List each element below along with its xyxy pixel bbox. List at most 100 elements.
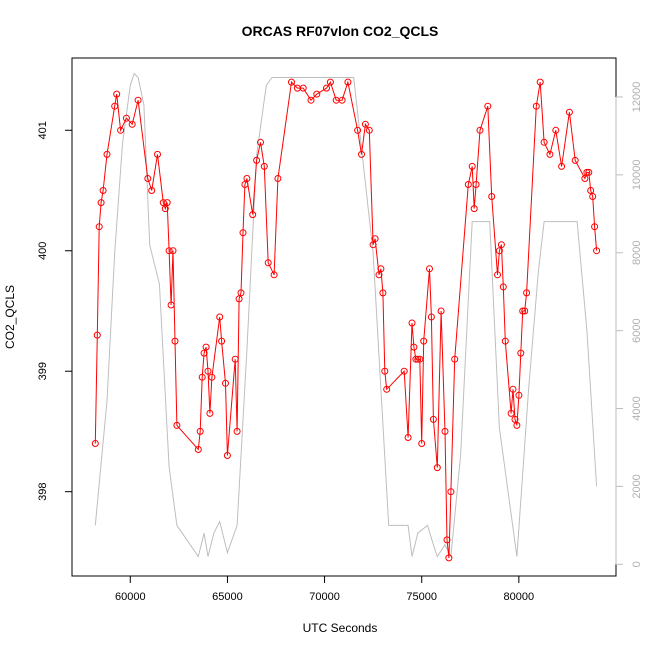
co2-point	[237, 289, 245, 297]
co2-point	[472, 181, 480, 188]
co2-point	[222, 379, 229, 387]
x-tick-label: 60000	[115, 591, 146, 603]
co2-point	[513, 421, 521, 429]
co2-point	[501, 337, 509, 345]
co2-point	[515, 391, 523, 399]
co2-point	[253, 156, 261, 164]
co2-point	[323, 84, 330, 92]
co2-point	[93, 331, 101, 339]
co2-point	[361, 120, 369, 128]
co2-point	[194, 446, 202, 453]
co2-point	[464, 181, 472, 188]
co2-point	[591, 223, 599, 231]
co2-point	[412, 355, 420, 363]
co2-point	[494, 271, 501, 279]
co2-point	[589, 193, 597, 200]
y2-tick-label: 6000	[631, 318, 643, 342]
co2-point	[95, 223, 103, 231]
co2-point	[381, 367, 389, 375]
co2-point	[326, 78, 334, 86]
co2-point	[249, 211, 257, 219]
co2-point	[198, 373, 206, 381]
x-tick-label: 65000	[212, 591, 243, 603]
co2-point	[583, 168, 591, 176]
co2-point	[169, 247, 177, 255]
co2-point	[200, 349, 208, 357]
co2-point	[571, 156, 579, 164]
co2-point	[420, 337, 428, 345]
co2-point	[517, 349, 525, 357]
co2-point	[426, 265, 433, 273]
co2-point	[274, 175, 282, 182]
co2-point	[241, 181, 249, 188]
y2-tick-label: 4000	[631, 396, 643, 420]
x-tick-label: 75000	[406, 591, 437, 603]
y-tick-label: 399	[37, 362, 49, 380]
co2-point	[375, 271, 383, 279]
co2-point	[202, 343, 210, 351]
x-tick-label: 70000	[309, 591, 340, 603]
co2-point	[519, 307, 527, 315]
co2-point	[565, 108, 573, 116]
co2-point	[307, 96, 315, 104]
co2-point	[365, 126, 373, 134]
y-axis-right: 0 2000 4000 6000 8000 10000 12000	[615, 82, 643, 567]
co2-point	[468, 162, 476, 170]
co2-point	[313, 90, 321, 98]
co2-point	[206, 409, 214, 417]
co2-point	[338, 96, 346, 104]
co2-point	[521, 307, 529, 315]
co2-point	[344, 78, 352, 86]
co2-point	[416, 355, 424, 363]
co2-point	[511, 415, 519, 423]
co2-point	[377, 265, 385, 273]
co2-point	[558, 162, 566, 170]
co2-point	[470, 205, 478, 213]
co2-point	[243, 175, 251, 182]
y-axis-left: 398 399 400 401	[37, 121, 73, 501]
co2-point	[451, 355, 459, 363]
co2-point	[196, 427, 204, 435]
co2-point	[581, 175, 589, 182]
co2-point	[379, 289, 387, 297]
co2-point	[208, 373, 216, 381]
co2-point	[546, 150, 554, 158]
co2-point	[161, 205, 169, 213]
co2-point	[171, 337, 179, 345]
co2-point	[223, 452, 231, 459]
co2-point	[408, 319, 416, 327]
co2-point	[400, 367, 408, 375]
y-tick-label: 400	[37, 242, 49, 260]
co2-point	[499, 283, 507, 291]
co2-point	[507, 409, 515, 417]
co2-point	[410, 343, 418, 351]
co2-point	[270, 271, 278, 279]
co2-point	[433, 464, 441, 472]
co2-point	[532, 102, 540, 110]
co2-point	[231, 355, 239, 363]
co2-point	[97, 199, 105, 207]
co2-point	[154, 150, 161, 158]
co2-point	[144, 175, 152, 182]
co2-point	[128, 120, 136, 128]
x-axis: 60000 65000 70000 75000 80000	[115, 575, 534, 603]
co2-point	[488, 193, 496, 200]
co2-point	[443, 536, 451, 544]
co2-point	[122, 114, 130, 122]
co2-point	[103, 150, 111, 158]
altitude-line	[94, 72, 598, 559]
y-axis-label: CO2_QCLS	[3, 285, 17, 349]
co2-point	[495, 247, 503, 255]
co2-point	[239, 229, 247, 237]
co2-point	[427, 313, 435, 321]
co2-point	[587, 187, 595, 194]
co2-point	[429, 415, 437, 423]
x-axis-label: UTC Seconds	[303, 621, 378, 635]
co2-point	[159, 199, 167, 207]
y2-tick-label: 12000	[631, 82, 643, 113]
co2-point	[113, 90, 121, 98]
co2-point	[235, 295, 243, 303]
y-tick-label: 401	[37, 121, 49, 139]
co2-point	[233, 427, 241, 435]
